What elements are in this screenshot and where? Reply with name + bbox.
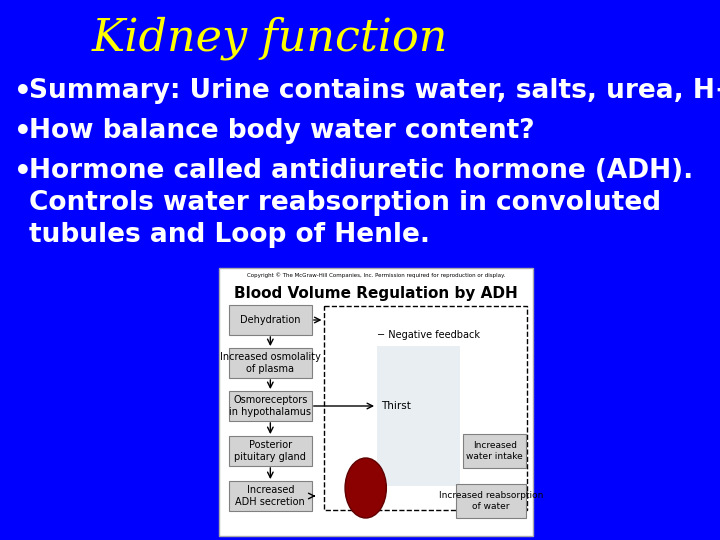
FancyBboxPatch shape [229,436,312,466]
Text: Copyright © The McGraw-Hill Companies, Inc. Permission required for reproduction: Copyright © The McGraw-Hill Companies, I… [247,272,505,278]
Text: •: • [14,118,31,146]
Text: •: • [14,158,31,186]
Text: Kidney function: Kidney function [92,16,449,60]
Text: Increased reabsorption
of water: Increased reabsorption of water [439,491,544,511]
Text: Posterior
pituitary gland: Posterior pituitary gland [235,440,306,462]
FancyBboxPatch shape [220,268,534,536]
Text: Increased
ADH secretion: Increased ADH secretion [235,485,305,507]
Text: Hormone called antidiuretic hormone (ADH).
Controls water reabsorption in convol: Hormone called antidiuretic hormone (ADH… [29,158,693,248]
FancyBboxPatch shape [229,305,312,335]
Text: Thirst: Thirst [381,401,410,411]
Text: Increased osmolality
of plasma: Increased osmolality of plasma [220,352,321,374]
Text: Osmoreceptors
in hypothalamus: Osmoreceptors in hypothalamus [230,395,311,417]
Text: •: • [14,78,31,106]
Ellipse shape [345,458,387,518]
FancyBboxPatch shape [229,481,312,511]
FancyBboxPatch shape [456,484,526,518]
Text: Summary: Urine contains water, salts, urea, H+: Summary: Urine contains water, salts, ur… [29,78,720,104]
FancyBboxPatch shape [229,391,312,421]
Text: Blood Volume Regulation by ADH: Blood Volume Regulation by ADH [234,286,518,301]
Text: Dehydration: Dehydration [240,315,300,325]
Text: − Negative feedback: − Negative feedback [377,330,480,340]
FancyBboxPatch shape [229,348,312,378]
FancyBboxPatch shape [464,434,526,468]
Text: How balance body water content?: How balance body water content? [29,118,534,144]
Text: Increased
water intake: Increased water intake [467,441,523,461]
FancyBboxPatch shape [377,346,459,486]
